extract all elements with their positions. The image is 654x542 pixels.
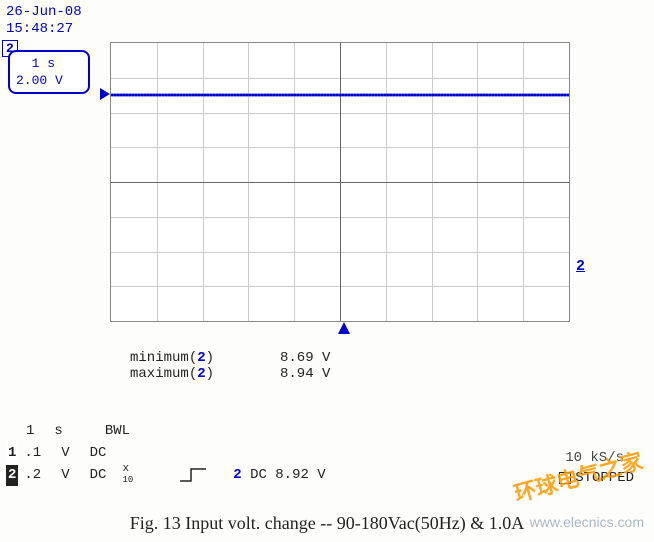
oscilloscope-grid: 2 [110, 42, 570, 322]
channel-2-trace [111, 94, 569, 96]
timebase-text: 1 s [16, 56, 82, 73]
trigger-position-arrow-icon [338, 322, 350, 334]
channel-info-box: 1 s 2.00 V [8, 50, 90, 94]
measurement-maximum-row: maximum(2) 8.94 V [130, 366, 330, 382]
measurements-block: minimum(2) 8.69 V maximum(2) 8.94 V [130, 350, 330, 382]
sample-rate-text: 10 kS/s [565, 450, 624, 466]
channel-1-row: 1 .1 V DC [6, 442, 326, 464]
channel-1-number: 1 [6, 443, 18, 464]
time-text: 15:48:27 [6, 21, 82, 38]
channel-2-number: 2 [6, 465, 18, 486]
stopped-label: STOPPED [575, 470, 634, 486]
center-horizontal-axis [111, 182, 569, 183]
minimum-value: 8.69 V [280, 350, 330, 366]
acquisition-state: STOPPED [559, 470, 634, 486]
trigger-reading: 2 DC 8.92 V [233, 465, 325, 486]
timebase-row: 1 s BWL [6, 420, 326, 442]
figure-caption: Fig. 13 Input volt. change -- 90-180Vac(… [0, 513, 654, 534]
maximum-value: 8.94 V [280, 366, 330, 382]
trigger-level-arrow-icon [100, 88, 110, 100]
rising-edge-icon [179, 467, 207, 483]
stop-icon [559, 472, 571, 484]
datetime-block: 26-Jun-08 15:48:27 [6, 4, 82, 38]
measurement-minimum-row: minimum(2) 8.69 V [130, 350, 330, 366]
channel-ground-marker: 2 [576, 258, 585, 275]
date-text: 26-Jun-08 [6, 4, 82, 21]
channel-settings-block: 1 s BWL 1 .1 V DC 2 .2 V DC x10 2 DC 8.9… [6, 420, 326, 486]
channel-2-row: 2 .2 V DC x10 2 DC 8.92 V [6, 464, 326, 486]
volts-per-div-text: 2.00 V [16, 73, 82, 90]
